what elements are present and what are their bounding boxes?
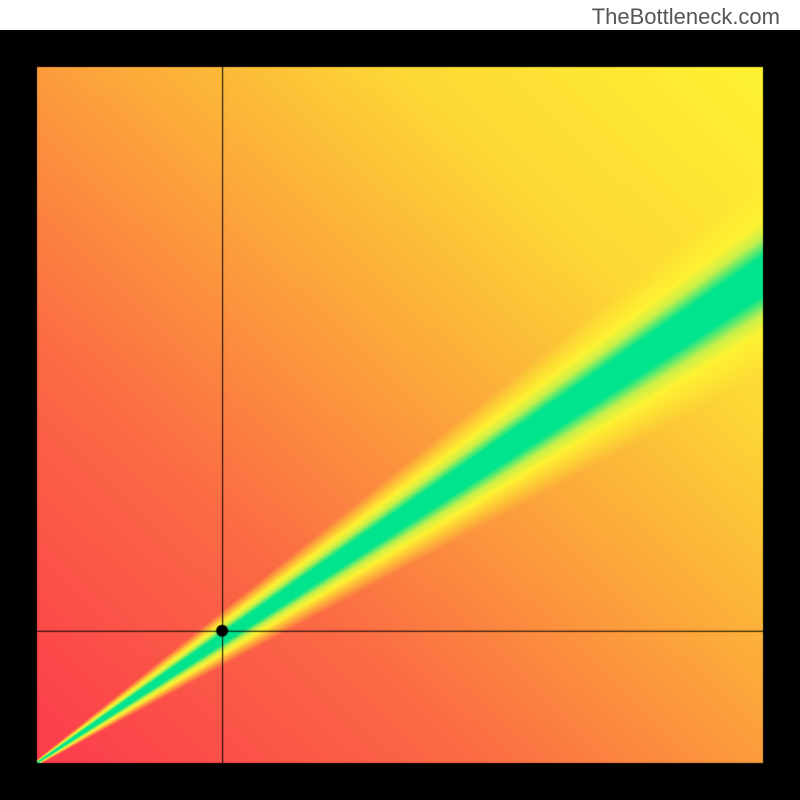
attribution-text: TheBottleneck.com — [592, 4, 780, 30]
bottleneck-heatmap — [0, 30, 800, 800]
